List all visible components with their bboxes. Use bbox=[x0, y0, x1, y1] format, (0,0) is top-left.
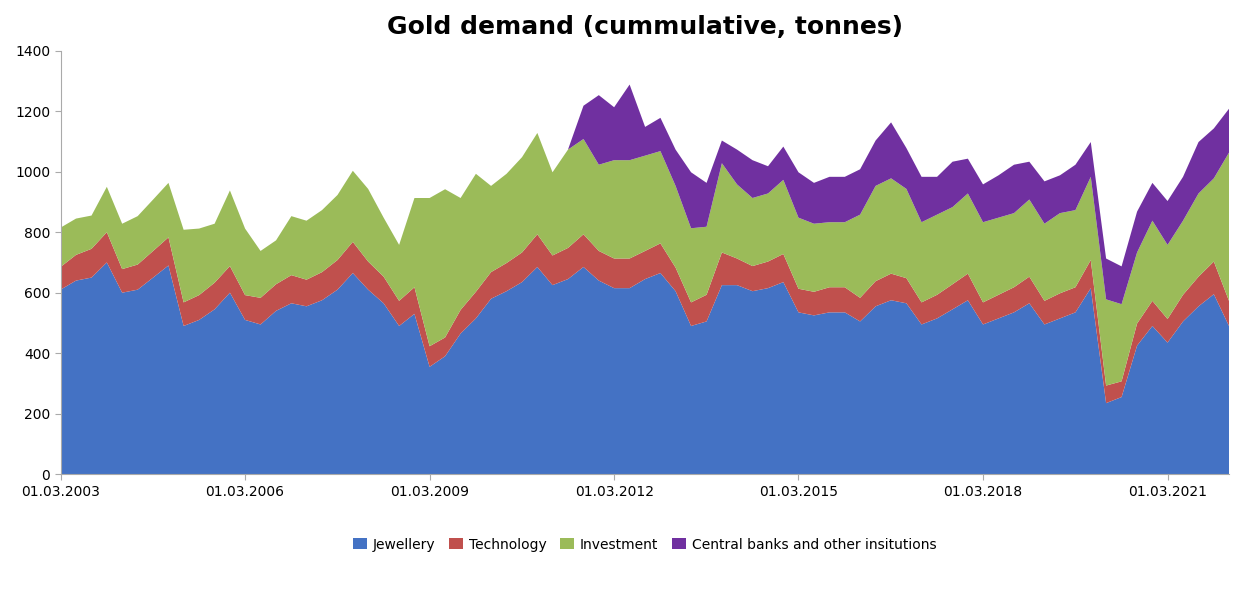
Legend: Jewellery, Technology, Investment, Central banks and other insitutions: Jewellery, Technology, Investment, Centr… bbox=[348, 532, 942, 557]
Title: Gold demand (cummulative, tonnes): Gold demand (cummulative, tonnes) bbox=[387, 15, 903, 39]
